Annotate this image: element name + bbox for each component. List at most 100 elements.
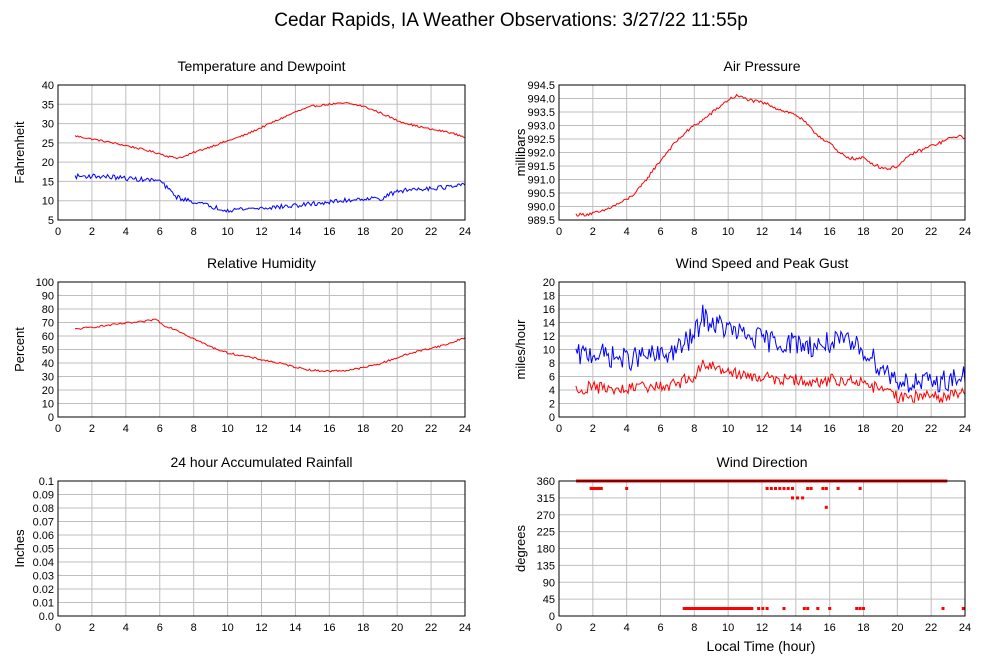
y-tick-label: 15 <box>42 176 54 188</box>
chart-temp: Temperature and Dewpoint 5 10 15 20 25 30 35 40 0… <box>12 58 471 238</box>
page-title: Cedar Rapids, IA Weather Observations: 3… <box>274 10 748 31</box>
y-tick-label: 10 <box>42 399 54 411</box>
y-tick-label: 70 <box>42 318 54 330</box>
plot-frame <box>57 480 466 617</box>
y-tick-label: 0.06 <box>33 530 54 542</box>
direction-point <box>765 607 769 610</box>
direction-point <box>625 487 629 490</box>
y-tick-label: 992.0 <box>527 148 555 160</box>
y-tick-label: 35 <box>42 99 54 111</box>
direction-point <box>711 607 715 610</box>
x-tick-label: 24 <box>959 622 971 634</box>
direction-point <box>761 607 765 610</box>
y-tick-label: 990.5 <box>527 188 555 200</box>
y-tick-label: 8 <box>549 358 555 370</box>
direction-point <box>740 607 744 610</box>
direction-point <box>689 607 693 610</box>
direction-point <box>730 607 733 610</box>
direction-point <box>802 607 806 610</box>
y-tick-label: 992.5 <box>527 134 555 146</box>
direction-point <box>806 487 810 490</box>
chart-rain: 24 hour Accumulated Rainfall0.00.010.020… <box>12 454 471 634</box>
direction-point <box>824 487 828 490</box>
direction-point <box>692 607 696 610</box>
direction-point <box>757 607 761 610</box>
y-tick-label: 994.5 <box>527 80 555 92</box>
y-tick-label: 0.09 <box>33 490 54 502</box>
direction-point <box>703 607 706 610</box>
direction-point <box>594 487 598 490</box>
y-tick-label: 20 <box>543 277 555 289</box>
direction-point <box>731 607 735 610</box>
direction-point <box>596 487 600 490</box>
y-tick-label: 0.07 <box>33 517 54 529</box>
x-tick-label: 24 <box>459 622 471 634</box>
direction-point <box>941 607 945 610</box>
direction-point <box>862 607 865 610</box>
direction-point <box>816 607 820 610</box>
direction-point <box>745 607 749 610</box>
x-tick-label: 2 <box>590 622 596 634</box>
x-tick-label: 16 <box>824 622 836 634</box>
x-tick-label: 22 <box>425 226 437 238</box>
direction-point <box>791 496 794 500</box>
direction-point <box>747 607 750 610</box>
direction-point <box>713 607 717 610</box>
x-tick-label: 18 <box>857 226 869 238</box>
x-tick-label: 6 <box>157 226 163 238</box>
direction-point <box>696 607 700 610</box>
x-tick-label: 20 <box>391 622 403 634</box>
x-tick-label: 0 <box>55 226 61 238</box>
x-tick-label: 0 <box>55 622 61 634</box>
chart-title: Temperature and Dewpoint <box>177 58 345 74</box>
y-axis-label: Fahrenheit <box>12 121 27 184</box>
y-tick-label: 0.1 <box>39 476 54 488</box>
direction-point <box>721 607 725 610</box>
x-tick-label: 8 <box>691 622 697 634</box>
x-tick-label: 20 <box>891 622 903 634</box>
x-tick-label: 12 <box>255 423 267 435</box>
plot-frame <box>57 84 466 221</box>
direction-point <box>782 487 786 490</box>
direction-point <box>738 607 742 610</box>
plot-frame <box>558 480 966 617</box>
y-tick-label: 14 <box>543 318 555 330</box>
x-tick-label: 10 <box>722 423 734 435</box>
y-tick-label: 993.5 <box>527 107 555 119</box>
y-tick-label: 40 <box>42 80 54 92</box>
direction-point <box>741 607 745 610</box>
x-tick-label: 8 <box>691 226 697 238</box>
x-tick-label: 22 <box>425 423 437 435</box>
x-tick-label: 6 <box>657 423 663 435</box>
direction-point <box>778 487 782 490</box>
x-tick-label: 12 <box>255 226 267 238</box>
y-tick-label: 225 <box>537 527 555 539</box>
x-tick-label: 24 <box>959 226 971 238</box>
y-tick-label: 25 <box>42 138 54 150</box>
x-tick-label: 2 <box>590 226 596 238</box>
direction-point <box>769 487 773 490</box>
direction-point <box>714 607 718 610</box>
x-tick-label: 22 <box>925 622 937 634</box>
direction-point <box>686 607 690 610</box>
direction-point <box>750 607 754 610</box>
x-tick-label: 18 <box>357 622 369 634</box>
direction-point <box>684 607 688 610</box>
x-tick-label: 14 <box>790 423 802 435</box>
y-tick-label: 10 <box>543 345 555 357</box>
direction-point <box>858 487 862 490</box>
y-axis-label: degrees <box>513 525 528 572</box>
direction-point <box>858 607 862 610</box>
y-tick-label: 40 <box>42 358 54 370</box>
y-tick-label: 0 <box>549 611 555 623</box>
chart-title: Wind Direction <box>716 454 807 470</box>
x-tick-label: 4 <box>123 622 129 634</box>
x-tick-label: 2 <box>89 423 95 435</box>
x-tick-label: 12 <box>756 622 768 634</box>
y-tick-label: 135 <box>537 560 555 572</box>
direction-point <box>824 505 828 509</box>
y-tick-label: 5 <box>48 215 54 227</box>
chart-title: 24 hour Accumulated Rainfall <box>170 454 352 470</box>
x-tick-label: 4 <box>624 226 630 238</box>
